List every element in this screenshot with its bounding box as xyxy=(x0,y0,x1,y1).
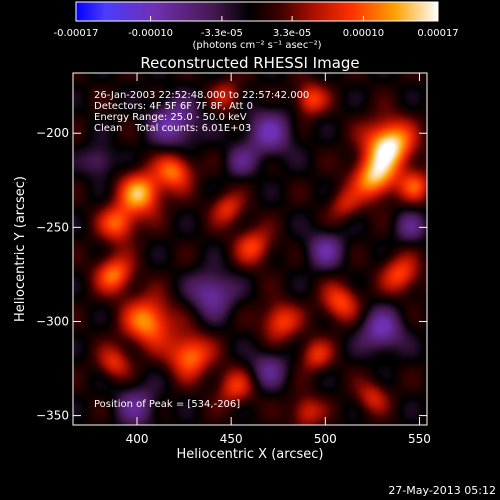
colorbar-tick-label: 3.3e-05 xyxy=(273,28,311,39)
y-tick-label: −300 xyxy=(36,314,69,328)
peak-position-label: Position of Peak = [534,-206] xyxy=(94,399,240,410)
annotation-detectors: Detectors: 4F 5F 6F 7F 8F, Att 0 xyxy=(94,101,253,112)
annotation-energy: Energy Range: 25.0 - 50.0 keV xyxy=(94,112,247,123)
x-tick-label: 450 xyxy=(220,432,243,446)
observation-info: 26-Jan-2003 22:52:48.000 to 22:57:42.000… xyxy=(94,90,309,134)
y-axis-label: Heliocentric Y (arcsec) xyxy=(13,176,28,322)
heatmap-image xyxy=(73,73,427,425)
y-tick-label: −250 xyxy=(36,220,69,234)
annotation-time: 26-Jan-2003 22:52:48.000 to 22:57:42.000 xyxy=(94,90,309,101)
footer-timestamp: 27-May-2013 05:12 xyxy=(388,484,496,497)
colorbar-ticks: -0.00017 -0.00010 -3.3e-05 3.3e-05 0.00010 0.… xyxy=(54,16,459,39)
axis-ticks: 400 450 500 550 −200 −250 −300 −350 xyxy=(36,73,431,446)
x-tick-label: 500 xyxy=(314,432,337,446)
y-tick-label: −350 xyxy=(36,409,69,423)
colorbar-tick-label: 0.00010 xyxy=(343,28,384,39)
colorbar-unit-label: (photons cm⁻² s⁻¹ asec⁻²) xyxy=(192,40,321,51)
x-tick-label: 400 xyxy=(126,432,149,446)
colorbar-tick-label: -0.00010 xyxy=(128,28,173,39)
x-axis-label: Heliocentric X (arcsec) xyxy=(177,447,324,462)
colorbar-tick-label: 0.00017 xyxy=(417,28,458,39)
colorbar-tick-label: -0.00017 xyxy=(54,28,99,39)
chart-title: Reconstructed RHESSI Image xyxy=(140,54,359,72)
colorbar xyxy=(75,1,439,22)
plot-frame xyxy=(72,72,428,426)
colorbar-tick-label: -3.3e-05 xyxy=(201,28,243,39)
x-tick-label: 550 xyxy=(408,432,431,446)
annotation-counts: Clean Total counts: 6.01E+03 xyxy=(94,123,251,134)
y-tick-label: −200 xyxy=(36,126,69,140)
